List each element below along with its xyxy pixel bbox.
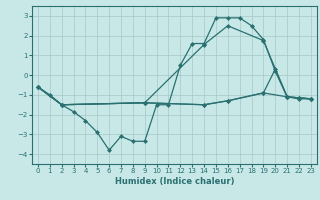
- X-axis label: Humidex (Indice chaleur): Humidex (Indice chaleur): [115, 177, 234, 186]
